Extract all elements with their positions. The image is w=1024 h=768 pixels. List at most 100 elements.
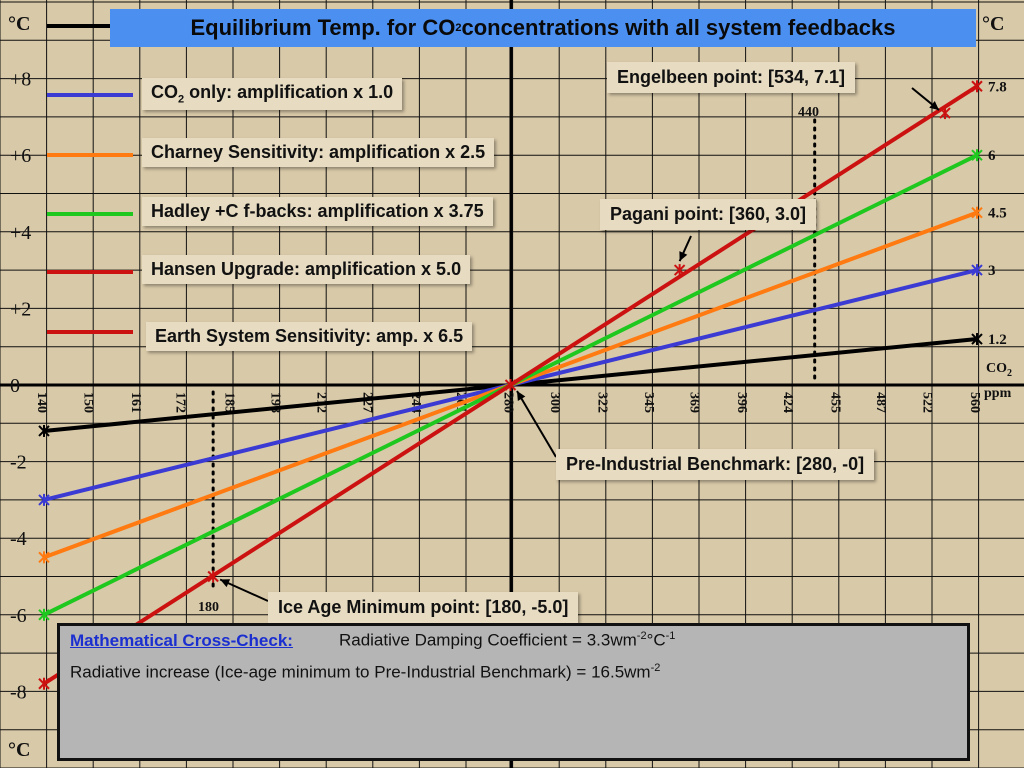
damping-sup2: -1: [665, 630, 676, 642]
y-tick-label: -2: [10, 452, 27, 474]
cross-check-panel: Mathematical Cross-Check: Radiative Dampi…: [57, 623, 970, 761]
highlight-point: [673, 264, 686, 277]
series-end-marker: [971, 206, 983, 219]
series-start-marker: [38, 424, 50, 437]
series-end-label: 7.8: [988, 79, 1007, 95]
legend-hadley: Hadley +C f-backs: amplification x 3.75: [142, 197, 493, 226]
arrow-head: [517, 391, 526, 401]
legend-label: Earth System Sensitivity: amp. x 6.5: [155, 326, 464, 346]
damping-text: Radiative Damping Coefficient = 3.3wm: [338, 630, 637, 650]
series-end-marker: [971, 149, 983, 162]
y-tick-label: +2: [10, 298, 31, 320]
marker-180-label: 180: [198, 600, 219, 615]
highlight-point: [504, 379, 517, 391]
x-tick-label: 140: [34, 392, 49, 413]
y-tick-label: +4: [10, 222, 31, 244]
damping-mid: °C: [646, 630, 666, 650]
legend-hansen: Hansen Upgrade: amplification x 5.0: [142, 255, 471, 284]
x-tick-label: 280: [501, 392, 516, 413]
legend-label: Charney Sensitivity: amplification x 2.5: [151, 142, 486, 162]
title-sub: 2: [455, 22, 462, 34]
unit-bottom-left: °C: [8, 739, 30, 761]
series-start-marker: [38, 677, 50, 690]
x-tick-label: 150: [80, 392, 95, 413]
iceage-arrow: [219, 578, 269, 602]
marker-440-label: 440: [798, 105, 819, 120]
pagani-arrow: [678, 235, 692, 262]
series-lines: [38, 80, 983, 690]
cross-check-line1: Mathematical Cross-Check: Radiative Dampi…: [70, 630, 675, 651]
radiative-sup: -2: [650, 662, 661, 674]
x-unit-co: CO: [986, 361, 1007, 376]
y-tick-label: -6: [10, 605, 27, 627]
legend-label: Hansen Upgrade: amplification x 5.0: [151, 259, 462, 279]
series-start-marker: [38, 608, 50, 621]
y-tick-label: -8: [10, 681, 27, 703]
legend-label: Hadley +C f-backs: amplification x 3.75: [151, 201, 484, 221]
series-start-marker: [38, 551, 50, 564]
chart-title: Equilibrium Temp. for CO 2 concentrations…: [110, 9, 976, 47]
x-tick-label: 424: [780, 392, 795, 413]
title-post: concentrations with all system feedbacks: [461, 15, 896, 40]
x-tick-label: 185: [222, 392, 237, 413]
series-end-label: 6: [988, 148, 996, 164]
x-tick-label: 487: [873, 392, 888, 413]
x-tick-label: 396: [734, 392, 749, 413]
y-tick-label: 0: [10, 375, 20, 397]
iceage-label: Ice Age Minimum point: [180, -5.0]: [268, 592, 579, 623]
series-end-marker: [971, 333, 983, 346]
x-tick-label: 161: [128, 392, 143, 413]
x-tick-label: 560: [967, 392, 982, 413]
legend-sub: 2: [178, 93, 185, 106]
arrow-head: [679, 251, 688, 262]
preindustrial-label: Pre-Industrial Benchmark: [280, -0]: [556, 449, 875, 480]
x-unit-sub: 2: [1007, 368, 1012, 379]
x-tick-label: 300: [547, 392, 562, 413]
x-unit-ppm: ppm: [984, 386, 1012, 401]
series-end-label: 3: [988, 263, 996, 279]
series-end-labels: 1.2 3 4.5 6 7.8: [988, 79, 1007, 348]
cross-check-heading: Mathematical Cross-Check:: [70, 630, 293, 650]
radiative-text: Radiative increase (Ice-age minimum to P…: [70, 662, 651, 682]
y-tick-label: -4: [10, 528, 27, 550]
engelbeen-label: Engelbeen point: [534, 7.1]: [607, 62, 856, 93]
x-tick-labels: 1401501611721851982122272442612803003223…: [34, 392, 982, 413]
x-tick-label: 522: [920, 392, 935, 413]
highlight-point: [939, 107, 951, 120]
pagani-label: Pagani point: [360, 3.0]: [600, 199, 817, 230]
x-tick-label: 345: [641, 392, 656, 413]
y-tick-label: +8: [10, 69, 31, 91]
series-end-marker: [971, 264, 983, 277]
arrow-shaft: [516, 390, 557, 458]
x-unit-label: CO2: [986, 361, 1012, 379]
legend-label-post: only: amplification x 1.0: [184, 82, 394, 102]
legend-label: CO: [151, 82, 178, 102]
y-tick-labels: +8 +6 +4 +2 0 -2 -4 -6 -8: [10, 69, 31, 704]
preindustrial-arrow: [516, 390, 557, 458]
unit-top-left: °C: [8, 13, 30, 35]
highlight-point: [207, 570, 219, 583]
engelbeen-arrow: [911, 87, 940, 111]
damping-sup1: -2: [636, 630, 647, 642]
x-tick-label: 172: [173, 392, 188, 413]
unit-top-right: °C: [982, 13, 1004, 35]
y-tick-label: +6: [10, 145, 31, 167]
x-tick-label: 369: [686, 392, 701, 413]
x-tick-label: 227: [359, 392, 374, 413]
series-end-marker: [971, 80, 983, 93]
legend-swatches: [47, 24, 133, 334]
legend-co2-only: CO2 only: amplification x 1.0: [142, 78, 403, 110]
x-tick-label: 322: [595, 392, 610, 413]
annotation-arrows: [219, 87, 940, 602]
reference-lines: [211, 118, 817, 594]
series-start-marker: [38, 493, 50, 506]
x-tick-label: 455: [827, 392, 842, 413]
arrow-head: [929, 101, 940, 111]
series-end-label: 1.2: [988, 332, 1007, 348]
arrow-head: [220, 579, 231, 588]
cross-check-line2: Radiative increase (Ice-age minimum to P…: [70, 662, 660, 683]
series-end-label: 4.5: [988, 206, 1007, 222]
legend-earth-system: Earth System Sensitivity: amp. x 6.5: [146, 322, 473, 351]
title-pre: Equilibrium Temp. for CO: [190, 15, 456, 40]
legend-charney: Charney Sensitivity: amplification x 2.5: [142, 138, 495, 167]
